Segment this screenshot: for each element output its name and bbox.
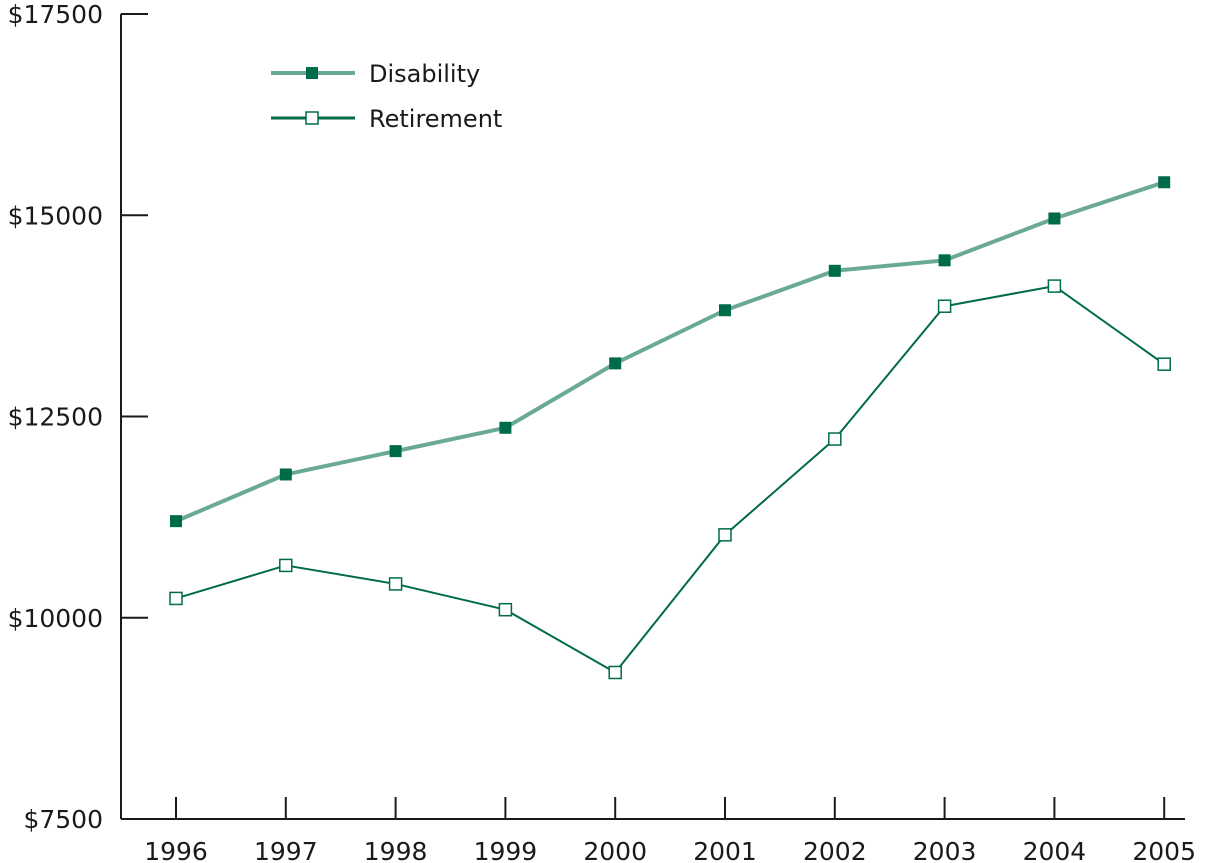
x-tick-label-5: 2001: [693, 837, 757, 863]
point-retirement-2002: [828, 432, 842, 446]
point-retirement-1998: [388, 577, 403, 591]
point-disability-2001: [719, 304, 731, 317]
x-tick-label-7: 2003: [913, 837, 977, 863]
point-disability-2000: [609, 357, 622, 370]
point-retirement-1996: [169, 591, 183, 606]
x-tick-label-4: 2000: [583, 837, 647, 863]
point-disability-1998: [389, 445, 402, 458]
x-tick-label-9: 2005: [1132, 837, 1196, 863]
y-tick-label-0: $7500: [23, 805, 103, 834]
y-tick-label-1: $10000: [8, 604, 103, 633]
ticks: $7500 $10000 $12500 $15000 $17500 1996 1997 199…: [8, 0, 1196, 863]
point-retirement-2004: [1047, 279, 1062, 293]
x-tick-label-0: 1996: [144, 837, 208, 863]
series-line-disability: [175, 180, 1165, 523]
point-disability-1997: [279, 468, 292, 481]
x-tick-label-8: 2004: [1023, 837, 1087, 863]
point-retirement-2005: [1157, 357, 1171, 371]
point-retirement-2003: [937, 299, 952, 313]
point-retirement-1999: [498, 602, 513, 617]
legend-marker-disability: [306, 67, 318, 79]
point-disability-2002: [828, 264, 841, 277]
series-line-retirement: [175, 285, 1165, 674]
point-retirement-1997: [279, 558, 293, 573]
legend-label-disability: Disability: [369, 60, 480, 88]
point-disability-2004: [1048, 212, 1061, 225]
y-tick-label-3: $15000: [8, 201, 103, 230]
point-disability-2005: [1158, 176, 1171, 189]
y-tick-label-4: $17500: [8, 0, 103, 29]
y-tick-label-2: $12500: [8, 403, 103, 432]
legend-item-disability: Disability: [271, 60, 480, 88]
legend-item-retirement: Retirement: [271, 105, 502, 133]
x-tick-label-1: 1997: [254, 837, 318, 863]
point-retirement-2000: [608, 665, 622, 680]
point-disability-2003: [938, 254, 951, 267]
series-layer: [169, 176, 1171, 680]
axes: [120, 14, 1185, 820]
legend-marker-retirement: [305, 111, 319, 125]
point-retirement-2001: [718, 528, 732, 542]
x-tick-label-2: 1998: [364, 837, 428, 863]
x-tick-label-3: 1999: [474, 837, 538, 863]
point-disability-1999: [499, 421, 512, 434]
point-disability-1996: [170, 515, 182, 528]
legend-label-retirement: Retirement: [369, 105, 502, 133]
x-tick-label-6: 2002: [803, 837, 867, 863]
legend: Disability Retirement: [271, 60, 502, 133]
